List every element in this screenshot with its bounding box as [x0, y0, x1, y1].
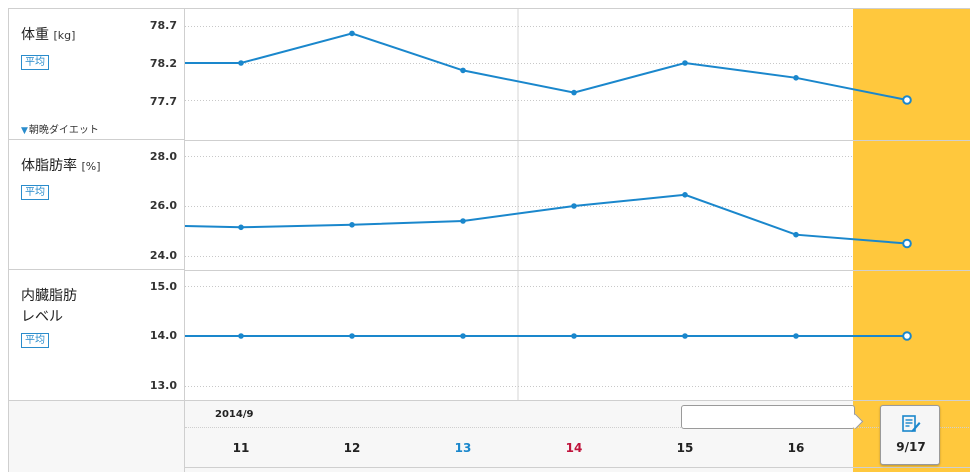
- today-edit-button[interactable]: 9/17: [880, 405, 940, 465]
- data-point: [682, 333, 688, 339]
- series-line: [185, 193, 908, 245]
- data-point: [793, 231, 799, 238]
- weight-ytick-bottom: 77.7: [149, 95, 177, 108]
- date-axis: 2014/9 11 12 13 14 15 16 9/17: [184, 400, 970, 472]
- data-point: [571, 203, 577, 209]
- body-fat-unit: [%]: [81, 160, 101, 173]
- chart-area: [184, 8, 970, 401]
- weight-title: 体重 [kg]: [21, 27, 76, 43]
- weight-panel-label: 体重 [kg] 平均 ▼朝晩ダイエット 78.7 78.2 77.7: [9, 9, 185, 140]
- diet-mode-label: 朝晩ダイエット: [28, 125, 99, 136]
- visceral-fat-title: 内臓脂肪 レベル: [21, 288, 77, 325]
- day-label: 13: [454, 441, 472, 455]
- axis-divider: [185, 427, 970, 428]
- day-label: 12: [343, 441, 361, 455]
- data-point: [682, 60, 688, 66]
- chart-canvas: [185, 9, 970, 401]
- edit-note-icon: [902, 415, 921, 432]
- triangle-down-icon: ▼: [21, 126, 28, 136]
- axis-bottom-line: [185, 467, 970, 468]
- data-point: [571, 89, 577, 96]
- weight-ytick-top: 78.7: [149, 19, 177, 32]
- body-fat-ytick-bottom: 24.0: [149, 249, 177, 262]
- data-point: [349, 30, 355, 37]
- visceral-fat-ytick-bottom: 13.0: [149, 379, 177, 392]
- data-point: [460, 218, 466, 224]
- data-point: [238, 333, 244, 339]
- data-point: [793, 333, 799, 339]
- body-composition-graph: 体重 [kg] 平均 ▼朝晩ダイエット 78.7 78.2 77.7 体脂肪率 …: [8, 8, 970, 472]
- day-label: 16: [787, 441, 805, 455]
- today-data-point: [902, 331, 912, 341]
- series-line: [185, 32, 908, 101]
- day-label: 15: [676, 441, 694, 455]
- data-point: [682, 192, 688, 198]
- month-label: 2014/9: [215, 409, 254, 420]
- weight-ytick-mid: 78.2: [149, 57, 177, 70]
- body-fat-ytick-mid: 26.0: [149, 199, 177, 212]
- data-point: [793, 75, 799, 81]
- today-date-label: 9/17: [896, 440, 926, 454]
- data-point: [238, 60, 244, 66]
- body-fat-title: 体脂肪率 [%]: [21, 158, 101, 174]
- label-column: 体重 [kg] 平均 ▼朝晩ダイエット 78.7 78.2 77.7 体脂肪率 …: [8, 8, 185, 401]
- body-fat-panel-label: 体脂肪率 [%] 平均 28.0 26.0 24.0: [9, 140, 185, 270]
- data-point: [238, 224, 244, 231]
- data-point: [460, 67, 466, 74]
- memo-input[interactable]: [681, 405, 855, 429]
- data-point: [349, 222, 355, 228]
- visceral-fat-ytick-top: 15.0: [149, 280, 177, 293]
- body-fat-average-button[interactable]: 平均: [21, 185, 49, 200]
- today-column-highlight: [853, 9, 970, 401]
- day-label: 11: [232, 441, 250, 455]
- data-point: [460, 333, 466, 339]
- diet-mode-dropdown[interactable]: ▼朝晩ダイエット: [21, 121, 99, 136]
- weight-average-button[interactable]: 平均: [21, 55, 49, 70]
- body-fat-ytick-top: 28.0: [149, 150, 177, 163]
- data-point: [571, 333, 577, 339]
- today-data-point: [902, 95, 912, 105]
- axis-left-spacer: [8, 400, 184, 472]
- visceral-fat-panel-label: 内臓脂肪 レベル 平均 15.0 14.0 13.0: [9, 270, 185, 401]
- visceral-fat-ytick-mid: 14.0: [149, 329, 177, 342]
- visceral-fat-average-button[interactable]: 平均: [21, 333, 49, 348]
- today-data-point: [902, 238, 912, 249]
- day-label: 14: [565, 441, 583, 455]
- weight-unit: [kg]: [53, 29, 76, 42]
- data-point: [349, 333, 355, 339]
